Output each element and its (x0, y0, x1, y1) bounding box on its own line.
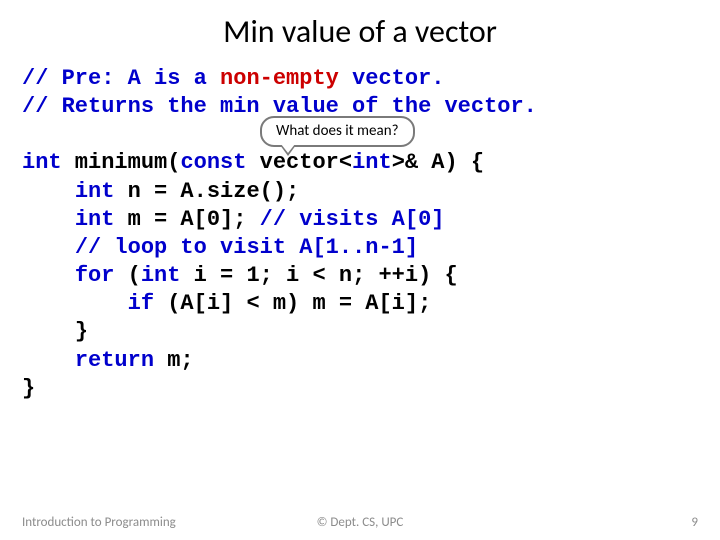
close-brace-2: } (22, 376, 35, 401)
if-body: (A[i] < m) m = A[i]; (154, 291, 431, 316)
kw-int-4: int (75, 207, 115, 232)
footer-center: © Dept. CS, UPC (247, 515, 472, 530)
param-close: >& A) { (392, 150, 484, 175)
kw-if: if (128, 291, 154, 316)
callout-bubble: What does it mean? (260, 116, 415, 147)
kw-return: return (75, 348, 154, 373)
kw-const: const (180, 150, 246, 175)
footer-left: Introduction to Programming (22, 515, 247, 530)
for-open: ( (114, 263, 140, 288)
vector-type: vector< (246, 150, 352, 175)
comment-visits: // visits A[0] (260, 207, 445, 232)
comment-loop: // loop to visit A[1..n-1] (75, 235, 418, 260)
kw-int-2: int (352, 150, 392, 175)
kw-int-3: int (75, 179, 115, 204)
kw-int: int (22, 150, 62, 175)
fn-name: minimum( (62, 150, 181, 175)
close-brace-1: } (75, 319, 88, 344)
code-block: What does it mean? // Pre: A is a non-em… (0, 51, 720, 403)
return-val: m; (154, 348, 194, 373)
comment-line-1: // Pre: A is a non-empty vector. (22, 66, 445, 91)
kw-for: for (75, 263, 115, 288)
line-n: n = A.size(); (114, 179, 299, 204)
slide-title: Min value of a vector (0, 0, 720, 51)
for-body: i = 1; i < n; ++i) { (180, 263, 457, 288)
line-m: m = A[0]; (114, 207, 259, 232)
footer-right: 9 (473, 515, 698, 530)
kw-int-5: int (141, 263, 181, 288)
slide-footer: Introduction to Programming © Dept. CS, … (0, 515, 720, 530)
